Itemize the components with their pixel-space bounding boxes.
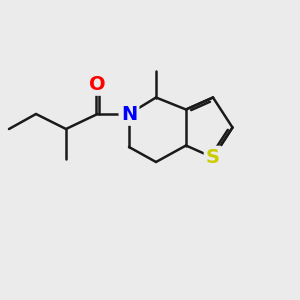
Text: O: O [89, 74, 106, 94]
Text: N: N [121, 104, 137, 124]
Text: S: S [206, 148, 220, 167]
